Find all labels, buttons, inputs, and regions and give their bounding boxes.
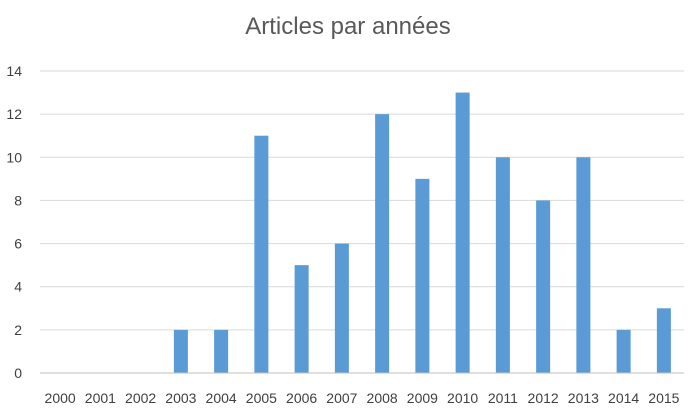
x-tick-label: 2007 xyxy=(326,390,357,406)
y-tick-label: 8 xyxy=(14,192,22,208)
chart-title: Articles par années xyxy=(245,13,450,40)
bar-2007 xyxy=(334,243,349,373)
x-tick-label: 2000 xyxy=(45,390,76,406)
bar-2012 xyxy=(536,200,551,373)
x-tick-label: 2004 xyxy=(206,390,237,406)
y-tick-label: 6 xyxy=(14,236,22,252)
y-tick-label: 12 xyxy=(6,106,22,122)
gridlines xyxy=(40,70,684,331)
bar-2003 xyxy=(173,329,188,373)
x-tick-label: 2006 xyxy=(286,390,317,406)
bar-2015 xyxy=(656,308,671,373)
x-tick-label: 2013 xyxy=(568,390,599,406)
x-tick-label: 2008 xyxy=(367,390,398,406)
y-tick-label: 0 xyxy=(14,365,22,381)
bar-2013 xyxy=(576,157,591,373)
y-tick-label: 10 xyxy=(6,149,22,165)
x-tick-label: 2005 xyxy=(246,390,277,406)
x-tick-label: 2003 xyxy=(165,390,196,406)
bar-2010 xyxy=(455,92,470,374)
bars xyxy=(173,92,671,374)
x-tick-label: 2002 xyxy=(125,390,156,406)
x-tick-label: 2011 xyxy=(488,390,518,406)
y-tick-label: 4 xyxy=(14,279,22,295)
x-tick-label: 2009 xyxy=(407,390,438,406)
y-tick-label: 2 xyxy=(14,322,22,338)
x-tick-label: 2015 xyxy=(648,390,679,406)
bar-2006 xyxy=(294,265,309,373)
bar-2014 xyxy=(616,329,631,373)
y-axis-ticks: 0 2 4 6 8 10 12 14 xyxy=(6,63,22,381)
x-axis-ticks: 2000 2001 2002 2003 2004 2005 2006 2007 2008 2009… xyxy=(45,390,680,406)
x-tick-label: 2014 xyxy=(608,390,639,406)
x-tick-label: 2010 xyxy=(447,390,478,406)
x-tick-label: 2001 xyxy=(85,390,116,406)
bar-2004 xyxy=(214,329,229,373)
y-tick-label: 14 xyxy=(6,63,22,79)
bar-2009 xyxy=(415,178,430,373)
x-tick-label: 2012 xyxy=(528,390,559,406)
bar-2008 xyxy=(375,114,390,374)
bar-2005 xyxy=(254,135,269,373)
bar-2011 xyxy=(495,157,510,373)
